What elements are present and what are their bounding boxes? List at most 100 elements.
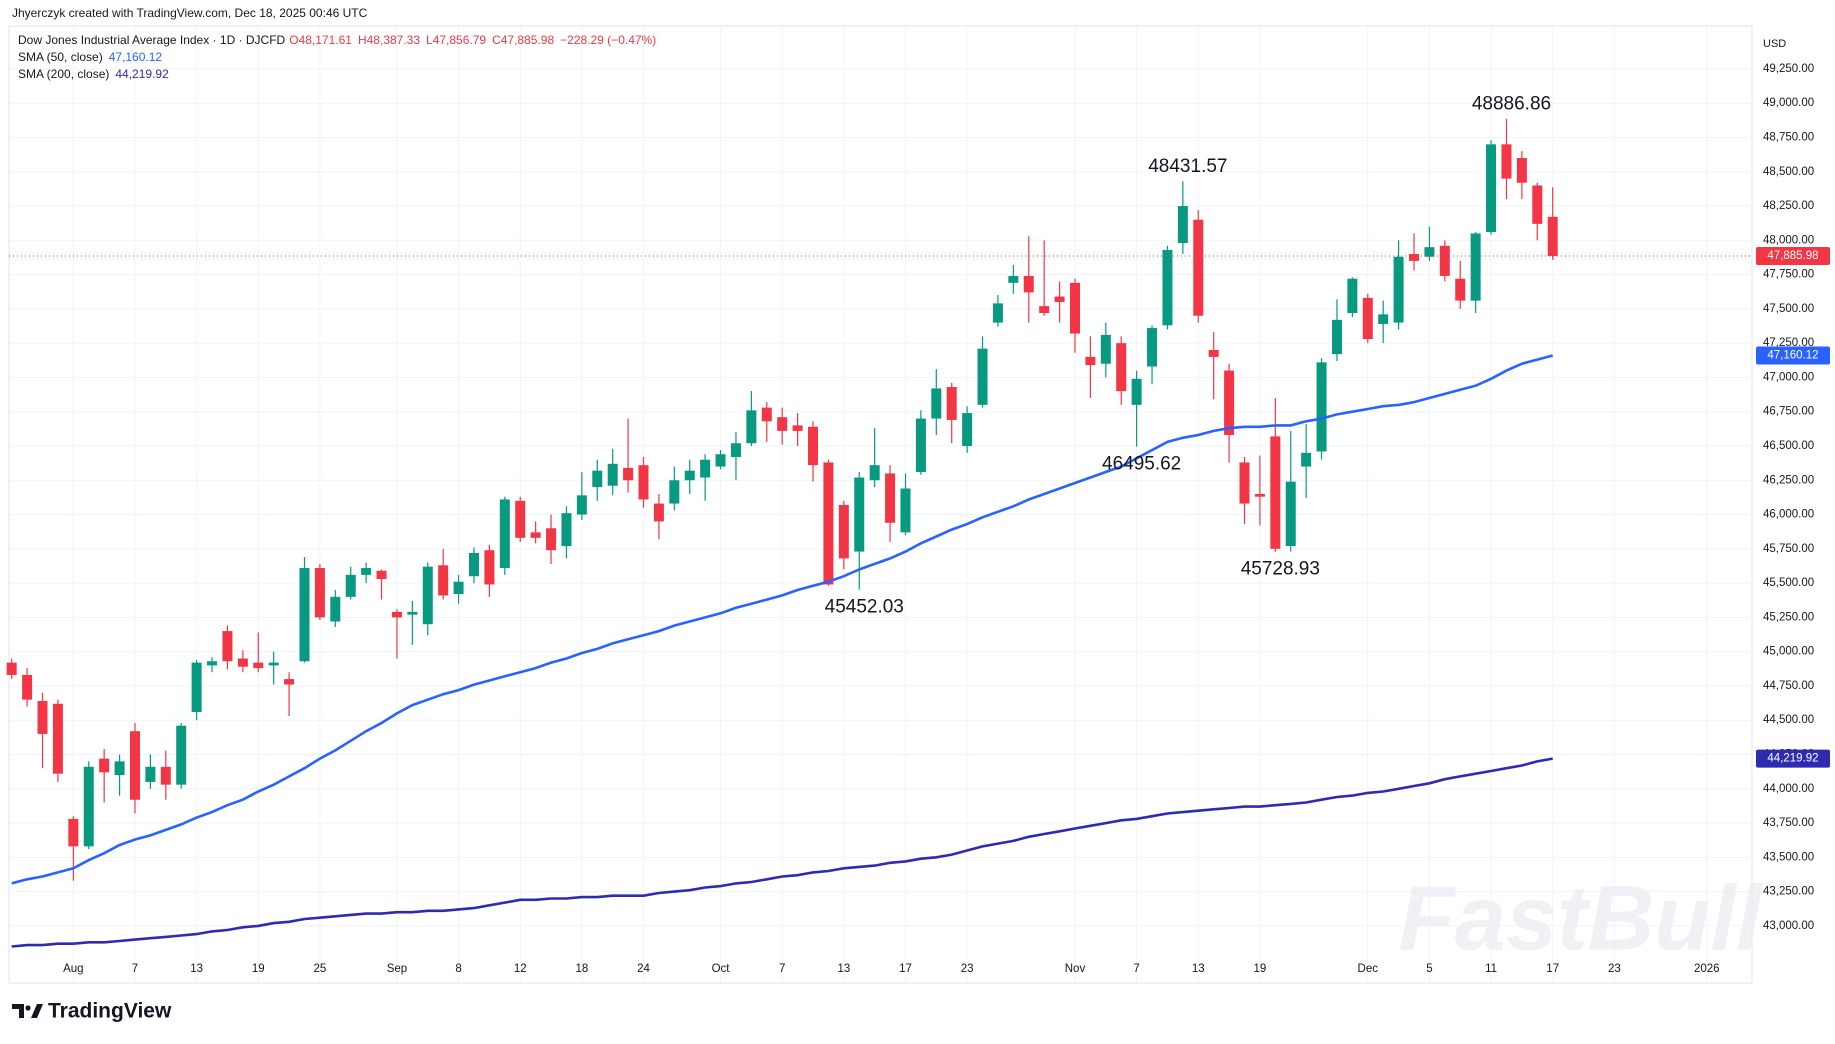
x-tick-label: 23: [961, 963, 974, 975]
candle-body: [22, 674, 33, 700]
price-tag-label: 47,160.12: [1767, 350, 1818, 362]
price-tag: [1756, 749, 1830, 768]
change: −228.29 (−0.47%): [560, 33, 656, 47]
candle-body: [700, 459, 711, 478]
candle-body: [299, 568, 310, 662]
candle-body: [1516, 158, 1527, 183]
candle-body: [1547, 216, 1558, 256]
x-tick-label: Aug: [63, 963, 83, 975]
brand-logo: TradingView: [12, 1000, 172, 1023]
symbol: Dow Jones Industrial Average Index · 1D …: [18, 33, 286, 47]
y-tick-label: 45,500.00: [1763, 577, 1814, 589]
candle-body: [145, 766, 156, 782]
x-tick-label: 25: [314, 963, 327, 975]
candle-body: [638, 465, 649, 500]
candle-body: [37, 701, 48, 734]
candle-body: [746, 410, 757, 444]
candle-body: [1285, 481, 1296, 547]
y-tick-label: 46,750.00: [1763, 406, 1814, 418]
candle-body: [1362, 297, 1373, 340]
x-tick-label: 2026: [1694, 963, 1720, 975]
y-tick-label: 43,750.00: [1763, 817, 1814, 829]
marks: [6, 118, 1752, 948]
candle-body: [1393, 256, 1404, 323]
annotation: 45452.03: [825, 597, 904, 618]
y-tick-label: 48,250.00: [1763, 200, 1814, 212]
candle-body: [268, 662, 279, 666]
x-tick-label: 13: [190, 963, 203, 975]
x-tick-label: Nov: [1065, 963, 1086, 975]
candle-body: [546, 528, 557, 551]
x-tick-label: 12: [514, 963, 527, 975]
legend-value: 47,160.12: [109, 50, 163, 64]
candle-body: [191, 662, 202, 712]
candle-body: [52, 703, 63, 774]
x-tick-label: 17: [899, 963, 912, 975]
x-tick-label: 18: [575, 963, 588, 975]
y-tick-label: 47,500.00: [1763, 303, 1814, 315]
candle-body: [931, 388, 942, 419]
candle-body: [1208, 350, 1219, 357]
candle-body: [653, 503, 664, 522]
logo-icon: [12, 1004, 24, 1018]
candle-body: [792, 425, 803, 431]
candle-body: [530, 532, 541, 538]
candle-body: [330, 596, 341, 622]
price-tag: [1756, 246, 1830, 265]
symbol-line: Dow Jones Industrial Average Index · 1D …: [18, 33, 656, 47]
x-tick-label: 11: [1485, 963, 1497, 975]
x-tick-label: 7: [779, 963, 785, 975]
y-tick-label: 45,000.00: [1763, 646, 1814, 658]
x-tick-label: 19: [1254, 963, 1267, 975]
y-tick-label: 47,000.00: [1763, 371, 1814, 383]
credit: Jhyerczyk created with TradingView.com, …: [12, 6, 368, 20]
candle-body: [607, 463, 618, 486]
candle-body: [237, 658, 248, 667]
annotation: 46495.62: [1102, 454, 1181, 475]
candle-body: [777, 417, 788, 431]
candle-body: [391, 611, 402, 618]
candle-body: [314, 568, 325, 618]
candle-body: [376, 570, 387, 579]
candle-body: [83, 766, 94, 847]
candle-body: [515, 500, 526, 538]
x-tick-label: 8: [455, 963, 461, 975]
candle-body: [915, 418, 926, 473]
candle-body: [623, 467, 634, 481]
candle-body: [761, 407, 772, 422]
candle-body: [1069, 282, 1080, 334]
candle-body: [1331, 319, 1342, 355]
candle-body: [6, 662, 17, 675]
x-tick-label: 13: [837, 963, 850, 975]
x-tick-label: 24: [637, 963, 650, 975]
candle-body: [1177, 206, 1188, 244]
y-tick-label: 48,500.00: [1763, 166, 1814, 178]
candle-body: [484, 550, 495, 585]
candle-body: [1455, 278, 1466, 301]
candle-body: [176, 725, 187, 785]
candle-body: [1424, 247, 1435, 257]
candle-body: [808, 426, 819, 466]
candle-body: [1008, 275, 1019, 283]
x-tick-label: 23: [1608, 963, 1621, 975]
legend-sma50: SMA (50, close) 47,160.12: [18, 50, 162, 64]
candle-body: [1085, 356, 1096, 366]
candle-body: [1347, 278, 1358, 313]
candle-body: [438, 565, 449, 596]
candle-body: [715, 454, 726, 467]
candle-body: [1239, 462, 1250, 504]
logo-icon: [25, 1005, 31, 1011]
candle-body: [1224, 370, 1235, 436]
y-tick-label: 43,250.00: [1763, 886, 1814, 898]
candle-body: [207, 661, 218, 666]
y-tick-label: 43,500.00: [1763, 851, 1814, 863]
currency: USD: [1763, 38, 1786, 50]
candle-body: [885, 473, 896, 523]
y-tick-label: 48,000.00: [1763, 234, 1814, 246]
candle-body: [977, 348, 988, 405]
candle-body: [1023, 275, 1034, 293]
candle-body: [946, 387, 957, 420]
close: C47,885.98: [492, 33, 554, 47]
x-tick-label: 13: [1192, 963, 1205, 975]
